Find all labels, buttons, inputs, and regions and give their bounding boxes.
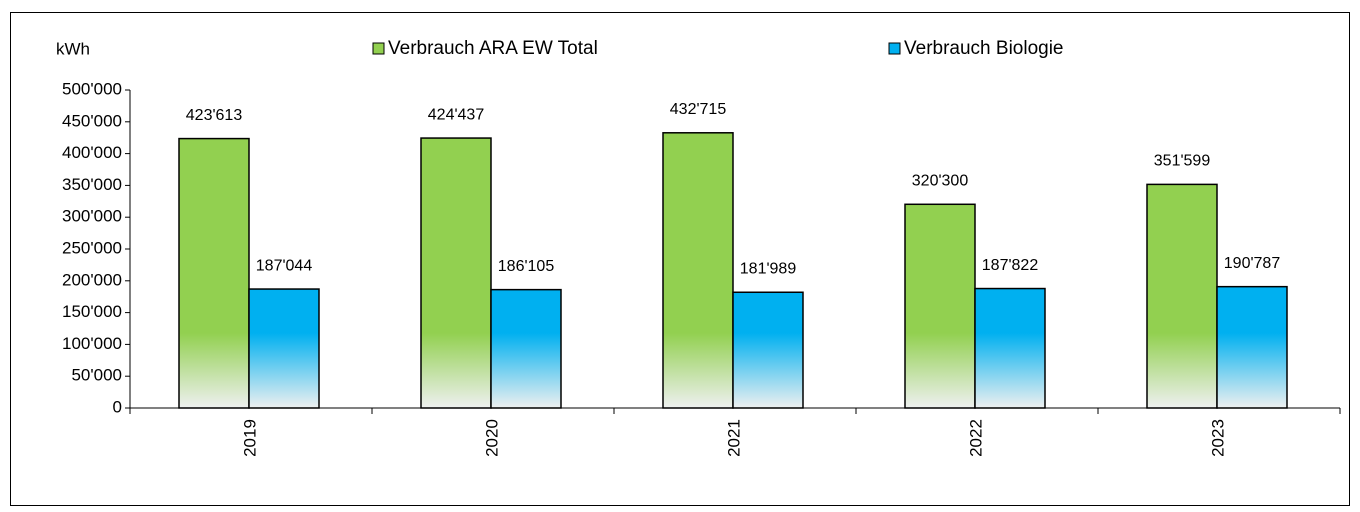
bar [248,288,320,409]
legend-label: Verbrauch Biologie [904,38,1064,59]
y-tick-label: 100'000 [62,334,122,353]
bar [178,137,250,409]
legend-label: Verbrauch ARA EW Total [388,38,598,59]
y-tick-label: 350'000 [62,175,122,194]
data-label: 432'715 [670,101,727,118]
bar [1146,183,1218,409]
data-label: 187'822 [982,257,1039,274]
y-tick-label: 450'000 [62,111,122,130]
x-tick-label: 2021 [724,419,743,457]
y-tick-label: 50'000 [71,366,122,385]
y-tick-label: 250'000 [62,238,122,257]
y-tick-label: 400'000 [62,143,122,162]
data-label: 320'300 [912,173,969,190]
data-label: 424'437 [428,106,485,123]
data-label: 181'989 [740,260,797,277]
bar [1216,285,1288,409]
y-tick-label: 300'000 [62,207,122,226]
y-tick-label: 0 [113,397,122,416]
y-tick-label: 200'000 [62,270,122,289]
data-label: 187'044 [256,257,313,274]
x-tick-label: 2019 [240,419,259,457]
legend-swatch [888,42,901,55]
data-label: 190'787 [1224,255,1281,272]
x-tick-label: 2022 [966,419,985,457]
y-tick-label: 150'000 [62,302,122,321]
bar [974,287,1046,409]
x-tick-label: 2023 [1208,419,1227,457]
x-tick-label: 2020 [482,419,501,457]
bar [490,288,562,409]
y-axis-label: kWh [56,39,90,58]
data-label: 423'613 [186,107,243,124]
bar [420,137,492,409]
data-label: 351'599 [1154,153,1211,170]
bar [732,291,804,409]
data-label: 186'105 [498,258,555,275]
bar [904,203,976,409]
y-tick-label: 500'000 [62,79,122,98]
legend-swatch [372,42,385,55]
bar [662,132,734,409]
